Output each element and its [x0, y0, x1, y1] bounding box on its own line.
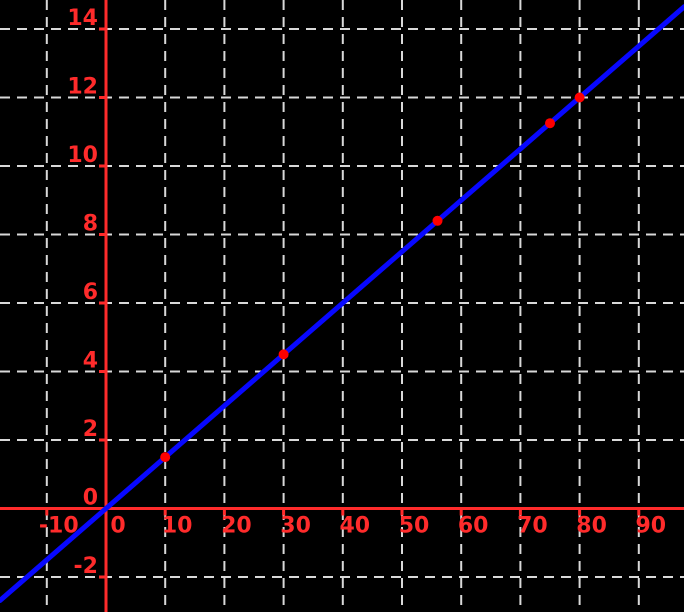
y-tick-label: 12 — [67, 75, 98, 100]
data-line — [0, 4, 684, 603]
function-line — [0, 4, 684, 603]
x-tick-label: 60 — [458, 514, 489, 539]
axis-ticks — [45, 27, 641, 579]
x-tick-label: 70 — [517, 514, 548, 539]
data-point — [545, 118, 555, 129]
x-tick-label: 10 — [162, 514, 193, 539]
data-point — [432, 215, 443, 226]
x-tick-label: 40 — [339, 514, 370, 539]
y-tick-label: 14 — [67, 6, 98, 31]
data-point — [574, 92, 585, 103]
y-tick-label: 4 — [83, 349, 98, 374]
x-tick-label: -10 — [39, 514, 79, 539]
y-tick-label: 10 — [67, 143, 98, 168]
data-points — [160, 92, 585, 463]
x-tick-label: 90 — [635, 514, 666, 539]
y-tick-label: 0 — [83, 486, 98, 511]
data-point — [278, 349, 289, 360]
x-tick-label: 80 — [576, 514, 607, 539]
y-tick-label: -2 — [74, 554, 98, 579]
x-tick-label: 20 — [221, 514, 252, 539]
data-point — [160, 452, 171, 463]
x-tick-label: 0 — [110, 514, 125, 539]
y-tick-label: 2 — [83, 417, 98, 442]
x-tick-label: 50 — [399, 514, 430, 539]
x-tick-label: 30 — [280, 514, 311, 539]
y-tick-label: 6 — [83, 280, 98, 305]
y-tick-label: 8 — [83, 212, 98, 237]
